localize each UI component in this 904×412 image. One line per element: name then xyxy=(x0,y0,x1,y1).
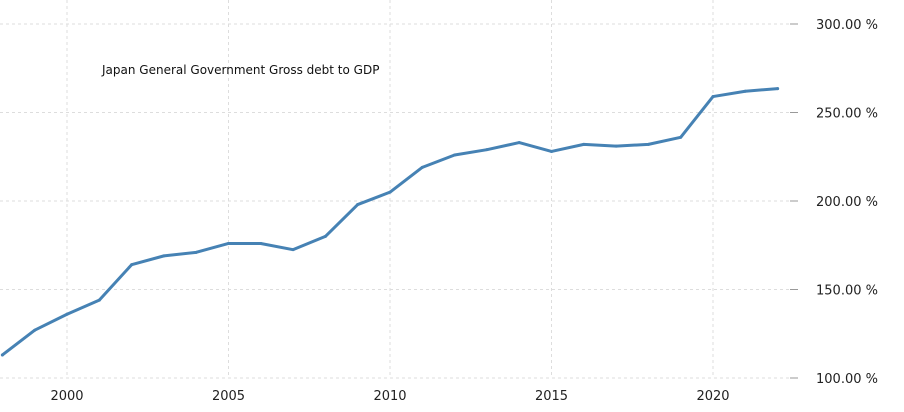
data-point xyxy=(356,203,360,207)
chart-title: Japan General Government Gross debt to G… xyxy=(101,63,379,77)
data-point xyxy=(388,190,392,194)
y-tick-label: 150.00 % xyxy=(816,284,878,299)
data-point xyxy=(162,254,166,258)
data-point xyxy=(453,153,457,157)
data-point xyxy=(259,241,263,245)
data-point xyxy=(582,142,586,146)
x-tick-label: 2015 xyxy=(535,389,568,404)
x-axis-ticks: 2000 2005 2010 2015 2020 xyxy=(50,389,729,404)
x-tick-label: 2010 xyxy=(373,389,406,404)
horizontal-gridlines xyxy=(0,23,790,379)
x-tick-label: 2005 xyxy=(212,389,245,404)
data-point xyxy=(33,328,37,332)
data-point xyxy=(0,353,4,357)
data-point xyxy=(194,250,198,254)
data-point xyxy=(485,148,489,152)
data-point xyxy=(743,89,747,93)
x-tick-label: 2000 xyxy=(50,389,83,404)
data-point xyxy=(517,141,521,145)
data-point xyxy=(227,241,230,245)
data-point xyxy=(711,95,715,99)
data-point xyxy=(97,298,101,302)
y-tick-label: 250.00 % xyxy=(816,107,878,122)
data-point xyxy=(550,149,553,153)
series-group xyxy=(0,87,780,357)
data-point xyxy=(614,144,618,148)
data-point xyxy=(130,263,134,267)
x-tick-label: 2020 xyxy=(696,389,729,404)
y-tick-label: 300.00 % xyxy=(816,18,878,33)
data-point xyxy=(646,142,650,146)
data-point xyxy=(65,312,69,316)
data-point xyxy=(776,87,780,91)
vertical-gridlines xyxy=(66,0,714,378)
data-point xyxy=(420,165,424,169)
y-tick-label: 200.00 % xyxy=(816,195,878,210)
y-tick-label: 100.00 % xyxy=(816,372,878,387)
y-axis-ticks: 100.00 % 150.00 % 200.00 % 250.00 % 300.00 % xyxy=(790,18,878,387)
data-point xyxy=(679,135,683,139)
data-point xyxy=(291,248,295,252)
data-point xyxy=(323,234,327,238)
